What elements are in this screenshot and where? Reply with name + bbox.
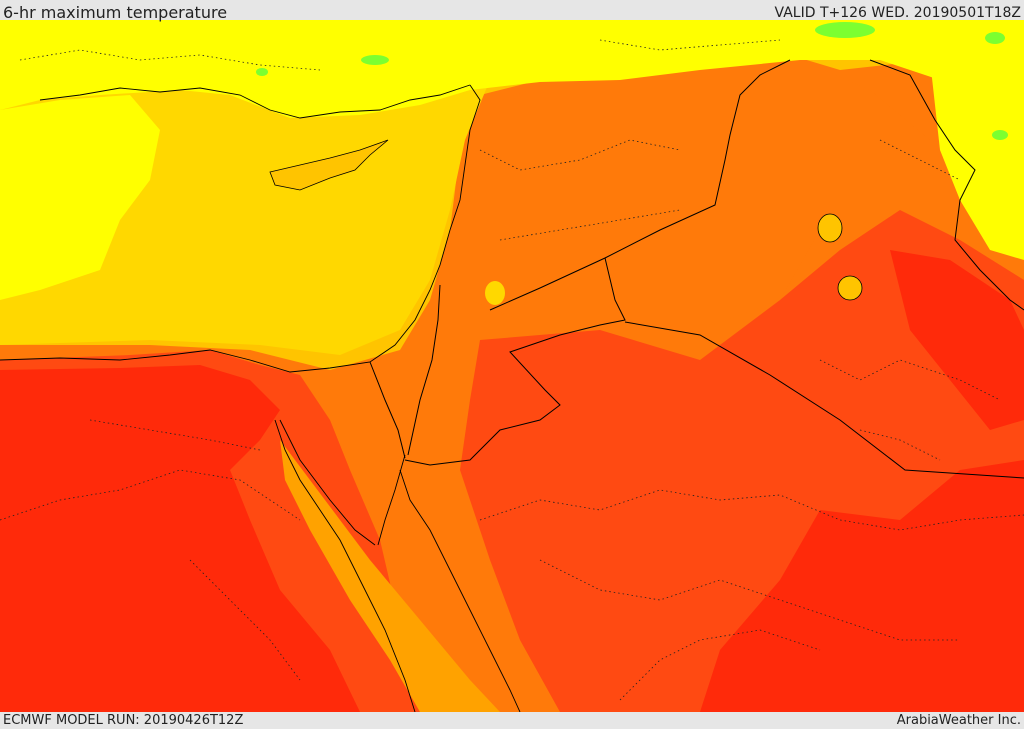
header-bar: 6-hr maximum temperature VALID T+126 WED… (0, 0, 1024, 22)
east-turkey-yellow-area (930, 40, 1024, 260)
levant-coastline (0, 84, 481, 373)
footer-bar: ECMWF MODEL RUN: 20190426T12Z ArabiaWeat… (0, 712, 1024, 729)
green-patch (992, 130, 1008, 140)
map-title: 6-hr maximum temperature (3, 3, 228, 22)
jordan-border (404, 257, 626, 466)
egypt-hottest-area (0, 365, 360, 712)
model-run: ECMWF MODEL RUN: 20190426T12Z (3, 713, 244, 728)
israel-jordan-border (407, 284, 441, 456)
red-sea-coast-east (399, 469, 521, 712)
syria-iraq-border (489, 59, 791, 311)
saudi-iraq-border (624, 321, 1024, 479)
turkey-coastline (39, 84, 471, 119)
cyprus-island (269, 139, 389, 191)
green-patch (361, 55, 389, 65)
west-med-yellow-area (0, 95, 160, 300)
lake-tharthar (817, 213, 843, 243)
admin-boundaries (0, 39, 1024, 701)
egypt-israel-border (369, 361, 406, 459)
green-patch (815, 22, 875, 38)
syria-orange-area (460, 55, 950, 330)
red-sea-coast-west (274, 419, 416, 712)
iraq-hottest-area (890, 250, 1024, 430)
gulf-suez (279, 419, 376, 546)
red-sea-area (280, 440, 500, 712)
valid-time: VALID T+126 WED. 20190501T18Z (774, 5, 1021, 21)
temperature-map (0, 20, 1024, 712)
map-canvas (0, 20, 1024, 712)
green-patch (256, 68, 268, 76)
lake-razzaza (837, 275, 863, 301)
credit-text: ArabiaWeather Inc. (896, 713, 1021, 728)
green-patch (985, 32, 1005, 44)
amber-spot (485, 281, 505, 305)
gulf-aqaba (377, 454, 406, 546)
iraq-iran-border (869, 59, 1024, 311)
